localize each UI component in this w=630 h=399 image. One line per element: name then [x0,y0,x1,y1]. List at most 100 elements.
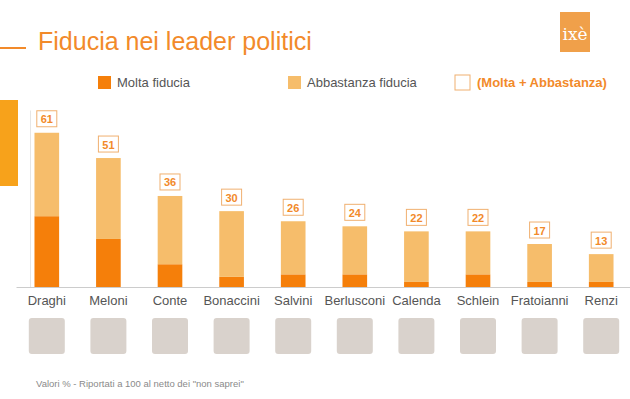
legend-label: Molta fiducia [117,75,191,90]
logo-box [560,12,590,52]
bar-segment [342,274,367,287]
bar-segment [96,158,121,239]
bar-segment [589,254,614,282]
bar-segment [404,282,429,287]
total-label-box [591,232,611,248]
x-tick-label: Bonaccini [203,293,259,308]
x-axis-line [17,287,630,288]
legend-label: (Molta + Abbastanza) [477,75,607,90]
bar-segment [34,216,59,287]
x-tick: Schlein [457,287,500,308]
total-label-box [530,222,550,238]
photos [29,318,619,354]
photo [337,318,373,354]
legend-swatch [98,76,111,89]
photo [275,318,311,354]
bar-segment [404,231,429,282]
photo [29,318,65,354]
total-label: 61 [37,111,57,127]
x-tick: Draghi [28,287,66,308]
total-label-text: 22 [410,212,422,224]
photo [90,318,126,354]
total-label-text: 30 [225,192,237,204]
x-tick-label: Berlusconi [324,293,385,308]
bar-segment [96,239,121,287]
photo [583,318,619,354]
footnote: Valori % - Riportati a 100 al netto dei … [36,378,244,389]
x-tick-label: Calenda [392,293,441,308]
total-label-text: 51 [102,139,114,151]
series [34,216,613,287]
bar-segment [466,274,491,287]
bar-segment [219,277,244,287]
total-label-box [468,209,488,225]
title: Fiducia nei leader politici [38,27,312,55]
total-label: 22 [406,209,426,225]
total-label-text: 13 [595,235,607,247]
total-label-text: 36 [164,176,176,188]
total-label: 30 [222,189,242,205]
bar-segment [281,274,306,287]
total-label-box [406,209,426,225]
x-tick: Fratoianni [511,287,569,308]
x-tick-label: Fratoianni [511,293,569,308]
legend-swatch [288,76,301,89]
bar-segment [34,133,59,216]
logo: ixè [562,24,587,44]
total-label-box [37,111,57,127]
bar-segment [589,282,614,287]
legend: Molta fiducia Abbastanza fiducia (Molta + … [98,75,607,90]
series [34,133,613,282]
bar-segment [281,221,306,274]
accent-bar [0,100,18,186]
photo [152,318,188,354]
total-label: 22 [468,209,488,225]
y-axis-line [30,111,31,288]
x-tick: Conte [153,287,188,308]
x-tick-label: Schlein [457,293,500,308]
total-label: 24 [345,204,365,220]
bar-segment [158,196,183,264]
total-label-box [98,136,118,152]
bars [34,133,613,287]
accent-line [0,47,26,49]
x-tick: Salvini [274,287,312,308]
total-label: 26 [283,199,303,215]
photo [214,318,250,354]
legend-swatch [455,75,470,90]
total-label-text: 24 [349,207,362,219]
total-labels: 61 51 36 30 26 24 22 22 17 13 [37,111,611,248]
legend-label: Abbastanza fiducia [307,75,418,90]
legend-item: Abbastanza fiducia [288,75,418,90]
bar-segment [219,211,244,277]
bar-segment [158,264,183,287]
photo [460,318,496,354]
legend-item: Molta fiducia [98,75,191,90]
y-axis [30,111,31,288]
bar-segment [342,226,367,274]
x-tick-label: Draghi [28,293,66,308]
photo [522,318,558,354]
bar-segment [466,231,491,274]
total-label-box [160,174,180,190]
total-label-box [345,204,365,220]
photo [398,318,434,354]
x-tick-label: Salvini [274,293,312,308]
total-label-box [222,189,242,205]
total-label-text: 17 [533,225,545,237]
total-label: 17 [530,222,550,238]
x-tick-label: Conte [153,293,188,308]
total-label-box [283,199,303,215]
total-label-text: 61 [41,113,53,125]
total-label-text: 26 [287,202,299,214]
x-tick: Meloni [89,287,127,308]
total-label: 36 [160,174,180,190]
total-label: 13 [591,232,611,248]
bar-segment [527,244,552,282]
bar-segment [527,282,552,287]
x-tick: Calenda [392,287,441,308]
x-tick-label: Meloni [89,293,127,308]
chart: Fiducia nei leader politici ixè Molta fidu… [0,0,630,399]
x-tick: Bonaccini [203,287,259,308]
x-tick-label: Renzi [585,293,618,308]
